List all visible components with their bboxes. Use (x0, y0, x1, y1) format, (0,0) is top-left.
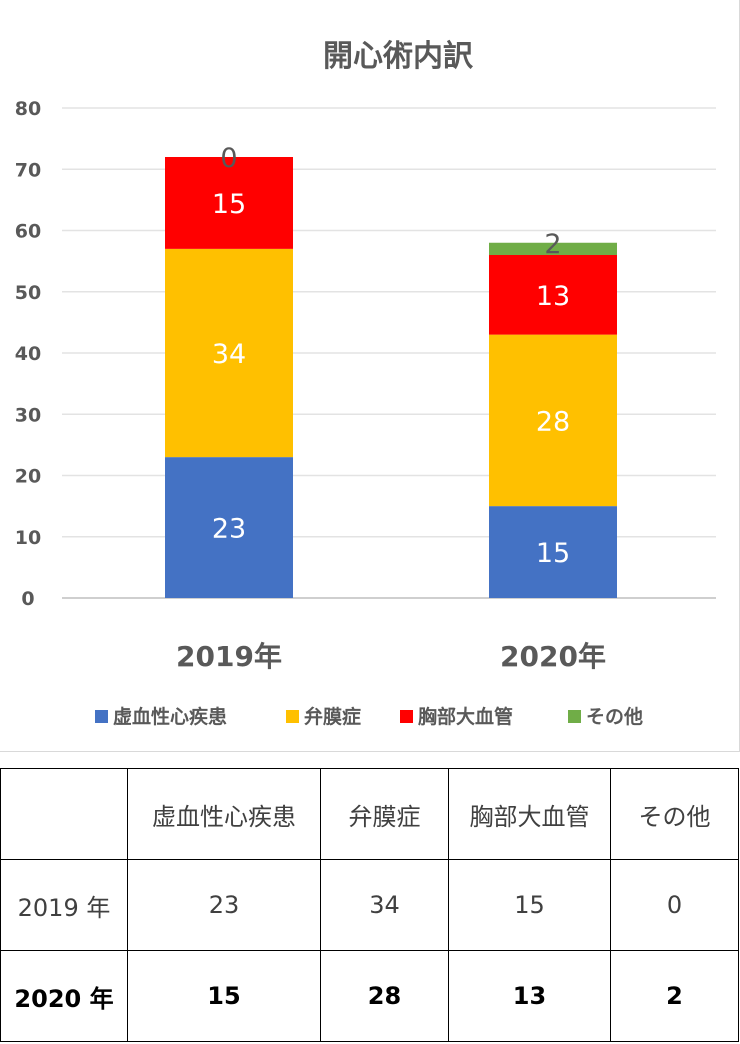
header-cell-empty (0, 768, 128, 860)
y-axis-ticks: 0 10 20 30 40 50 60 70 80 (15, 98, 41, 610)
row-label: 2019 年 (0, 859, 128, 951)
x-category-label: 2020年 (500, 640, 606, 673)
bar-segment (489, 334, 617, 507)
gridlines (62, 107, 716, 599)
y-tick-label: 50 (15, 282, 41, 304)
chart-panel: 開心術内訳 0 10 20 30 40 50 60 70 80 23 34 15 0 15 28 13 2 2… (0, 0, 740, 752)
legend-swatch (568, 710, 581, 723)
legend-swatch (95, 710, 108, 723)
legend-entry: その他 (586, 705, 643, 728)
x-axis-categories: 2019年 2020年 (176, 640, 606, 673)
data-label: 13 (536, 281, 570, 312)
y-tick-label: 80 (15, 98, 41, 120)
table-cell: 15 (127, 950, 321, 1042)
bar-segment (165, 248, 293, 458)
data-label: 2 (544, 229, 561, 260)
data-label: 0 (220, 143, 237, 174)
data-label: 28 (536, 406, 570, 437)
y-tick-label: 70 (15, 159, 41, 181)
table-header-row: 虚血性心疾患 弁膜症 胸部大血管 その他 (0, 768, 739, 860)
table-cell: 15 (448, 859, 611, 951)
bar-segment (489, 242, 617, 255)
y-tick-label: 40 (15, 343, 41, 365)
data-label: 15 (212, 189, 246, 220)
data-label: 15 (536, 538, 570, 569)
table-cell: 34 (320, 859, 449, 951)
bar-segment (165, 457, 293, 598)
bar-segment (489, 506, 617, 598)
legend-swatch (400, 710, 413, 723)
x-category-label: 2019年 (176, 640, 282, 673)
bar-segment (489, 255, 617, 335)
y-tick-label: 60 (15, 221, 41, 243)
table-cell: 0 (610, 859, 739, 951)
legend-entry: 胸部大血管 (418, 705, 513, 728)
data-label: 34 (212, 339, 246, 370)
legend-entry: 弁膜症 (304, 705, 361, 728)
data-label: 23 (212, 514, 246, 545)
table-cell: 13 (448, 950, 611, 1042)
legend: 虚血性心疾患 弁膜症 胸部大血管 その他 (95, 705, 643, 728)
data-table: 虚血性心疾患 弁膜症 胸部大血管 その他 2019 年 23 34 15 0 2… (0, 768, 739, 1042)
legend-swatch (286, 710, 299, 723)
legend-entry: 虚血性心疾患 (113, 705, 227, 728)
header-cell: 虚血性心疾患 (127, 768, 321, 860)
bar-segment (165, 157, 293, 249)
y-tick-label: 20 (15, 466, 41, 488)
table-cell: 23 (127, 859, 321, 951)
chart-title: 開心術内訳 (323, 39, 474, 74)
y-tick-label: 10 (15, 527, 41, 549)
stacked-bar-chart: 開心術内訳 0 10 20 30 40 50 60 70 80 23 34 15 0 15 28 13 2 2… (15, 39, 716, 728)
table-cell: 2 (610, 950, 739, 1042)
header-cell: その他 (610, 768, 739, 860)
y-tick-label: 30 (15, 404, 41, 426)
table-cell: 28 (320, 950, 449, 1042)
table-row: 2019 年 23 34 15 0 (0, 859, 739, 951)
header-cell: 弁膜症 (320, 768, 449, 860)
row-label: 2020 年 (0, 950, 128, 1042)
table-row: 2020 年 15 28 13 2 (0, 950, 739, 1042)
header-cell: 胸部大血管 (448, 768, 611, 860)
y-tick-label: 0 (21, 588, 34, 610)
data-labels: 23 34 15 0 15 28 13 2 (212, 143, 570, 569)
bars (165, 157, 617, 598)
